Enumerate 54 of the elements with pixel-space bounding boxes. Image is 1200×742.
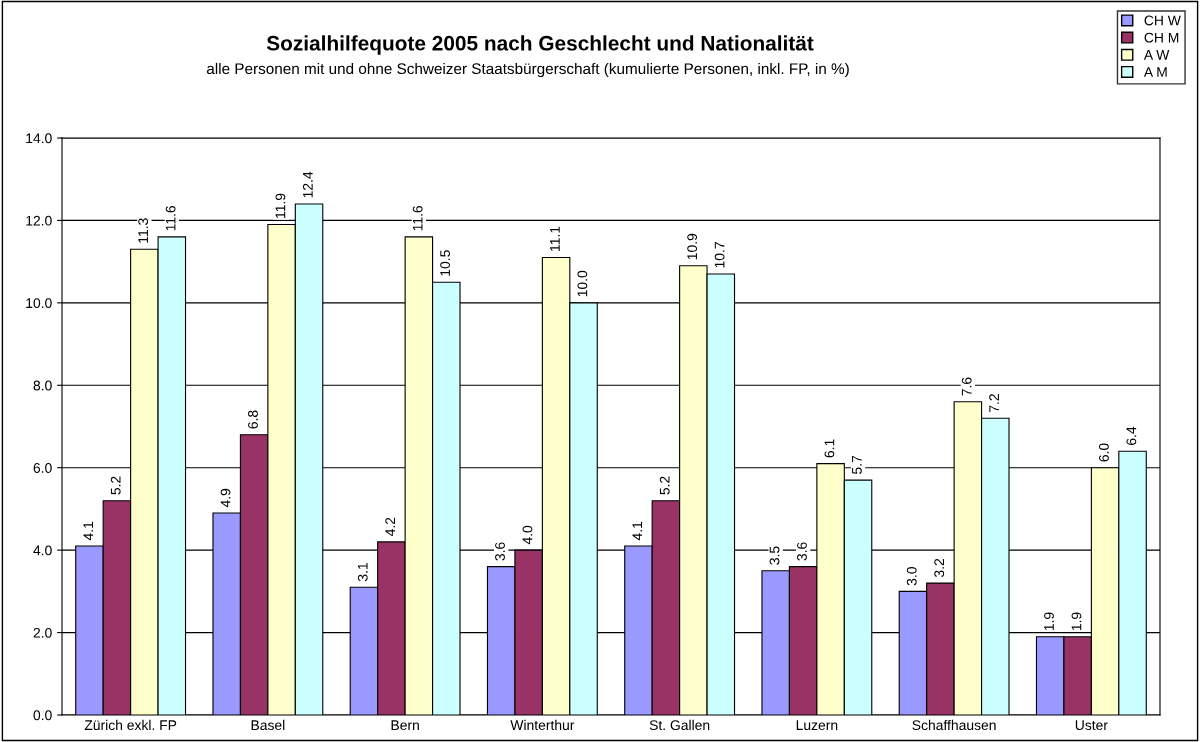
data-label: 3.6 — [797, 542, 807, 561]
data-label: 5.2 — [659, 476, 670, 495]
data-label: 4.2 — [385, 517, 395, 537]
x-tick-label: Schaffhausen — [912, 719, 996, 731]
x-tick-label: Luzern — [796, 720, 838, 731]
data-label: 10.5 — [440, 250, 451, 276]
legend-label: A W — [1143, 50, 1170, 60]
x-tick-label: Basel — [251, 719, 285, 731]
data-label: 3.6 — [495, 542, 505, 561]
x-tick-label: Bern — [391, 720, 419, 731]
legend-label: CH W — [1144, 15, 1181, 26]
x-tick-label: St. Gallen — [649, 719, 710, 731]
data-label: 4.1 — [83, 521, 94, 541]
data-label: 10.9 — [687, 233, 698, 260]
data-label: 3.5 — [769, 546, 780, 565]
data-label: 4.9 — [220, 488, 231, 508]
data-label: 4.0 — [522, 525, 533, 545]
data-label: 3.1 — [357, 563, 368, 582]
y-tick-label: 4.0 — [33, 545, 52, 556]
data-label: 11.9 — [275, 193, 286, 218]
y-tick-label: 2.0 — [33, 627, 52, 638]
y-tick-label: 10.0 — [26, 298, 52, 309]
data-label: 4.1 — [632, 521, 643, 541]
x-tick-label: Zürich exkl. FP — [84, 719, 177, 731]
data-label: 12.4 — [302, 171, 313, 198]
data-label: 1.9 — [1071, 612, 1082, 631]
data-label: 6.8 — [248, 410, 258, 429]
data-label: 11.3 — [138, 218, 149, 243]
legend-label: CH M — [1144, 32, 1179, 43]
y-tick-label: 12.0 — [26, 215, 52, 226]
data-label: 10.0 — [577, 270, 588, 297]
data-label: 7.6 — [961, 377, 972, 396]
y-tick-label: 14.0 — [26, 133, 52, 144]
data-label: 6.1 — [824, 439, 835, 458]
x-tick-label: Winterthur — [510, 719, 575, 731]
data-label: 5.2 — [110, 476, 121, 495]
x-tick-label: Uster — [1075, 720, 1108, 731]
data-label: 10.7 — [714, 242, 725, 268]
data-label: 3.2 — [934, 558, 945, 578]
y-tick-label: 0.0 — [33, 710, 52, 721]
data-label: 1.9 — [1044, 612, 1054, 631]
chart-subtitle: alle Personen mit und ohne Schweizer Staatsbürgerschaft (kumulierte Personen, inkl. FP, in %) — [206, 62, 849, 78]
data-label: 7.2 — [989, 394, 999, 412]
y-tick-label: 8.0 — [33, 380, 52, 391]
data-label: 6.0 — [1098, 443, 1109, 462]
data-label: 11.6 — [412, 205, 423, 231]
data-label: 5.7 — [852, 455, 862, 474]
chart-title: Sozialhilfequote 2005 nach Geschlecht und Nationalität — [266, 35, 814, 55]
y-tick-label: 6.0 — [33, 463, 52, 473]
data-label: 11.6 — [165, 205, 176, 231]
legend-label: A M — [1143, 67, 1167, 77]
data-label: 6.4 — [1126, 426, 1137, 445]
data-label: 3.0 — [906, 567, 917, 586]
data-label: 11.1 — [550, 226, 560, 251]
